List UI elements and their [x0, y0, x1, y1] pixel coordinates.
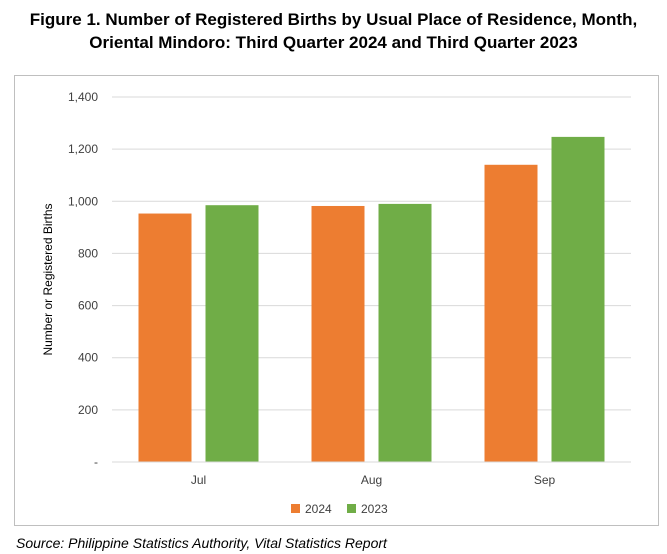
x-tick-label: Aug	[361, 473, 382, 487]
bar-2024-aug	[311, 205, 365, 462]
bar-2023-jul	[205, 205, 259, 463]
bar-2024-jul	[138, 213, 192, 462]
y-tick-label: 800	[78, 246, 98, 260]
y-tick-label: 200	[78, 403, 98, 417]
y-tick-label: 400	[78, 351, 98, 365]
x-tick-label: Sep	[534, 473, 556, 487]
y-tick-label: 1,400	[68, 90, 98, 104]
legend-label-2023: 2023	[361, 502, 388, 516]
bar-2023-sep	[551, 136, 605, 462]
y-axis-title: Number or Registered Births	[41, 203, 55, 355]
source-note: Source: Philippine Statistics Authority,…	[16, 535, 387, 551]
y-tick-label: 1,200	[68, 142, 98, 156]
chart-title-line-2: Oriental Mindoro: Third Quarter 2024 and…	[89, 33, 578, 52]
y-tick-label: 1,000	[68, 194, 98, 208]
bar-2023-aug	[378, 203, 432, 462]
y-tick-label: -	[94, 455, 98, 469]
bar-2024-sep	[484, 164, 538, 463]
x-tick-label: Jul	[191, 473, 206, 487]
legend-swatch-2024	[291, 504, 300, 513]
legend-label-2024: 2024	[305, 502, 332, 516]
chart-title-line-1: Figure 1. Number of Registered Births by…	[29, 10, 638, 29]
legend-swatch-2023	[347, 504, 356, 513]
chart-frame	[14, 75, 659, 526]
chart-title: Figure 1. Number of Registered Births by…	[0, 8, 667, 54]
y-tick-label: 600	[78, 299, 98, 313]
